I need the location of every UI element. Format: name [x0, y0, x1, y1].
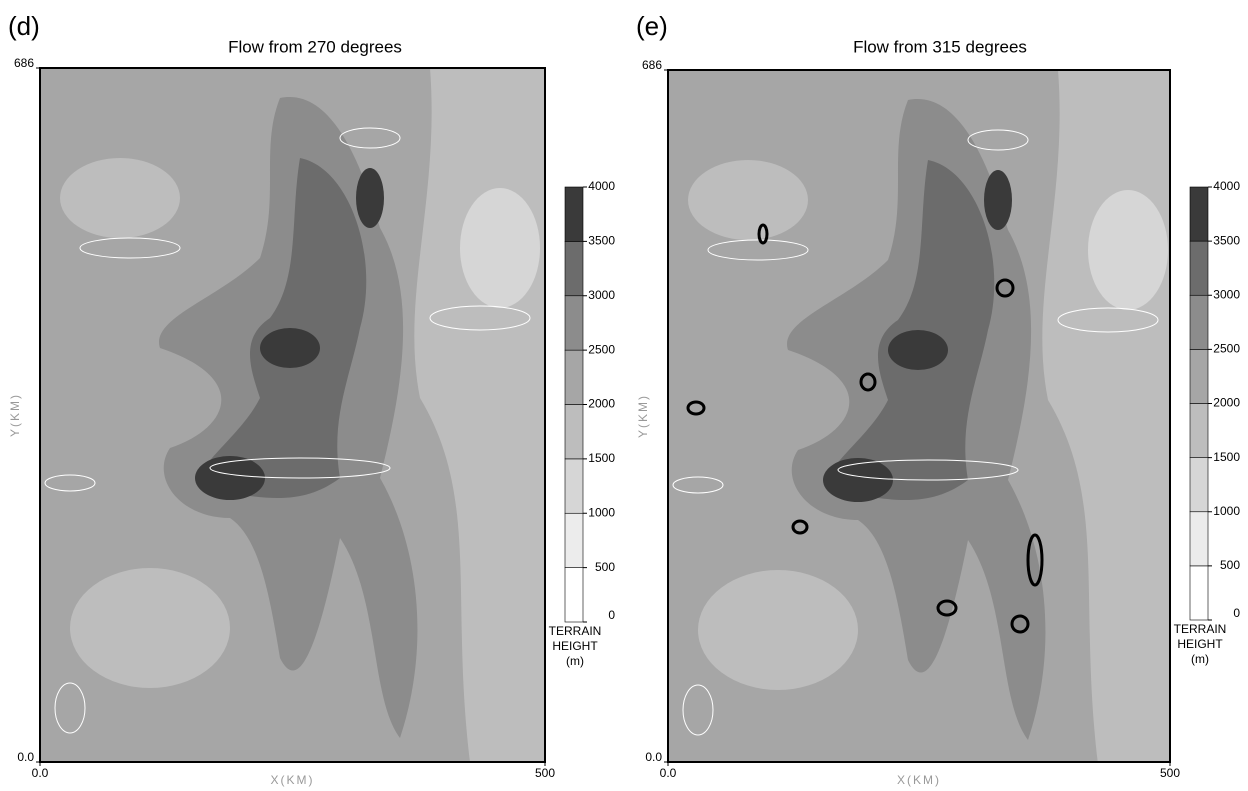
colorbar-segment: [565, 405, 583, 459]
colorbar-tick-label: 2000: [1213, 396, 1240, 410]
chart-title: Flow from 270 degrees: [228, 37, 402, 56]
colorbar-tick-label: 3000: [1213, 287, 1240, 301]
y-axis-label: Y(KM): [8, 393, 22, 437]
y-tick-label: 0.0: [17, 750, 34, 764]
chart-title: Flow from 315 degrees: [853, 37, 1027, 56]
x-tick-label: 500: [1160, 766, 1180, 780]
colorbar-tick-label: 3000: [588, 288, 615, 302]
colorbar-tick-label: 0: [1233, 606, 1240, 620]
colorbar-segment: [565, 187, 583, 241]
x-tick-label: 500: [535, 766, 555, 780]
x-axis-label: X(KM): [271, 773, 315, 787]
x-tick-label: 0.0: [32, 766, 49, 780]
panel-label: (d): [8, 11, 40, 41]
figure: (d) Flow from 270 degrees X(KM) Y(KM) 0.0 500…: [0, 0, 1248, 791]
colorbar-tick-label: 4000: [588, 179, 615, 193]
colorbar-segment: [565, 296, 583, 350]
colorbar-segment: [565, 350, 583, 404]
colorbar-segment: [1190, 404, 1208, 458]
colorbar-tick-label: 1000: [588, 505, 615, 519]
colorbar-tick-label: 4000: [1213, 179, 1240, 193]
page: {"chart_data": [ {"type": "contour", "pa…: [0, 0, 1248, 791]
colorbar-tick-label: 1500: [1213, 450, 1240, 464]
colorbar-segment: [565, 568, 583, 622]
panel-label: (e): [636, 11, 668, 41]
colorbar-segment: [1190, 566, 1208, 620]
colorbar-tick-label: 1500: [588, 451, 615, 465]
colorbar-label: TERRAIN: [549, 624, 602, 638]
colorbar-tick-label: 2500: [588, 342, 615, 356]
colorbar-segment: [1190, 458, 1208, 512]
colorbar-label: (m): [566, 654, 584, 668]
colorbar-tick-label: 2500: [1213, 342, 1240, 356]
colorbar-label: (m): [1191, 652, 1209, 666]
colorbar-label: HEIGHT: [1177, 637, 1223, 651]
colorbar-segment: [1190, 512, 1208, 566]
colorbar-tick-label: 3500: [588, 234, 615, 248]
colorbar-segment: [565, 459, 583, 513]
colorbar-segment: [1190, 295, 1208, 349]
colorbar-segment: [1190, 241, 1208, 295]
y-axis-label: Y(KM): [636, 394, 650, 438]
colorbar-segment: [1190, 187, 1208, 241]
colorbar-segment: [565, 241, 583, 295]
y-tick-label: 686: [14, 56, 34, 70]
x-tick-label: 0.0: [660, 766, 677, 780]
colorbar-tick-label: 0: [608, 608, 615, 622]
y-tick-label: 0.0: [645, 750, 662, 764]
colorbar-segment: [565, 513, 583, 567]
colorbar-tick-label: 3500: [1213, 233, 1240, 247]
colorbar-tick-label: 500: [595, 560, 615, 574]
colorbar-tick-label: 500: [1220, 558, 1240, 572]
colorbar-segment: [1190, 349, 1208, 403]
terrain-map: [40, 68, 545, 762]
colorbar-tick-label: 2000: [588, 397, 615, 411]
colorbar-label: TERRAIN: [1174, 622, 1227, 636]
colorbar-tick-label: 1000: [1213, 504, 1240, 518]
x-axis-label: X(KM): [897, 773, 941, 787]
y-tick-label: 686: [642, 58, 662, 72]
colorbar-label: HEIGHT: [552, 639, 598, 653]
terrain-map: [668, 70, 1173, 764]
